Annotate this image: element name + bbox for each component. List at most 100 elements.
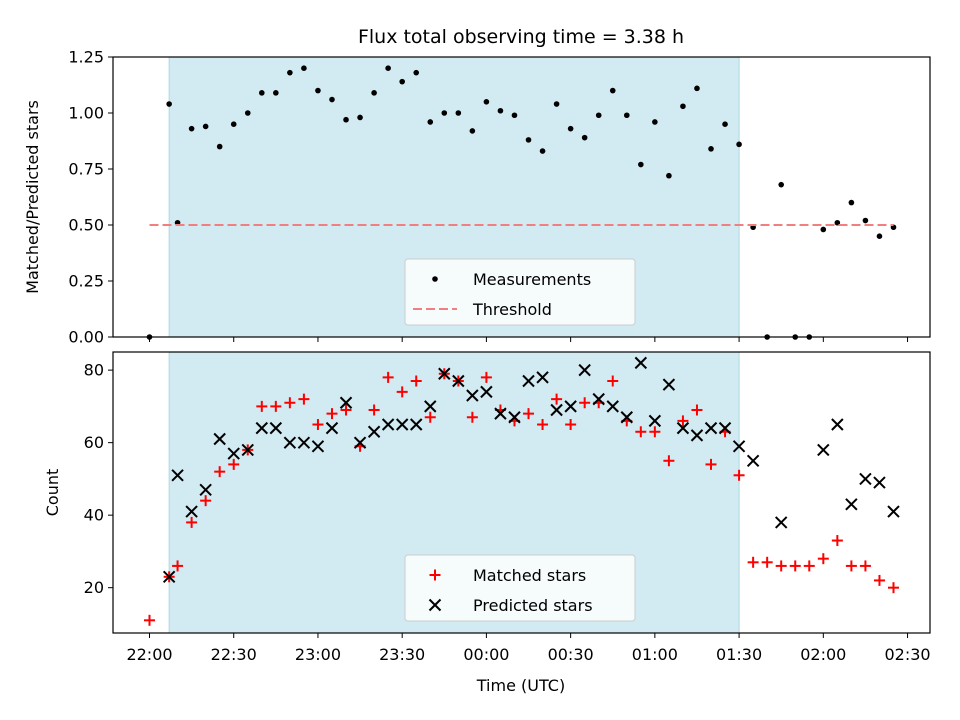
matched-point — [284, 397, 296, 409]
axes-frame — [112, 56, 931, 338]
matched-point — [607, 375, 619, 387]
matched-point — [340, 404, 352, 416]
measurement-point — [202, 123, 209, 130]
matched-point — [873, 574, 885, 586]
measurement-point — [441, 110, 448, 116]
matched-point — [214, 466, 226, 478]
predicted-point — [648, 414, 662, 428]
chart-title: Flux total observing time = 3.38 h — [358, 26, 684, 48]
y-axis-label: Count — [43, 469, 62, 517]
measurement-point — [623, 112, 630, 119]
predicted-point — [550, 403, 563, 417]
measurement-point — [680, 103, 686, 110]
measurement-point — [399, 78, 405, 85]
matched-point — [410, 375, 422, 387]
matched-point — [256, 400, 268, 412]
matched-point — [775, 560, 787, 572]
observing-window-shade — [168, 351, 740, 634]
matched-point — [705, 458, 717, 470]
y-tick-label: 40 — [84, 506, 104, 525]
matched-point — [817, 553, 829, 565]
measurement-point — [357, 114, 363, 121]
measurement-point — [469, 128, 476, 134]
measurement-point — [862, 217, 869, 224]
x-tick-label: 01:30 — [716, 645, 762, 664]
predicted-point — [845, 498, 858, 511]
predicted-point — [522, 374, 535, 388]
predicted-point — [255, 421, 269, 435]
predicted-point — [690, 429, 704, 442]
predicted-point — [452, 374, 465, 388]
time-axis: 22:00 22:30 23:00 23:30 00:00 00:30 01:00 01:30… — [126, 645, 930, 664]
y-tick-label: 0.50 — [68, 216, 104, 235]
x-tick-label: 23:30 — [379, 645, 425, 664]
y-axis-label: Matched/Predicted stars — [23, 100, 42, 294]
predicted-point — [241, 443, 254, 457]
predicted-point — [732, 440, 746, 453]
measurement-point — [553, 101, 560, 107]
matched-point — [537, 419, 549, 431]
predicted-point — [424, 400, 437, 413]
legend-label: Matched stars — [473, 566, 586, 585]
matched-point — [396, 386, 408, 398]
predicted-point — [746, 454, 760, 467]
legend: Matched stars Predicted stars — [404, 554, 636, 622]
predicted-point — [353, 436, 367, 449]
legend-x-swatch — [428, 598, 442, 612]
ratio-panel: 0.00 0.25 0.50 0.75 1.00 1.25 Matched/Predicte… — [23, 48, 931, 347]
measurement-point — [287, 69, 293, 76]
count-panel: 20 40 60 80 Count Matched stars Predicted star… — [43, 351, 931, 638]
measurement-point — [371, 90, 377, 96]
predicted-point — [718, 421, 732, 435]
matched-point — [368, 404, 380, 416]
matched-point — [888, 582, 900, 594]
measurement-point — [343, 116, 349, 123]
measurement-point — [315, 87, 321, 94]
predicted-point — [662, 378, 676, 391]
legend-label: Threshold — [472, 300, 552, 319]
predicted-point — [395, 418, 409, 431]
matched-point — [579, 397, 591, 409]
y-tick-label: 0.75 — [68, 160, 104, 179]
measurement-point — [483, 99, 490, 105]
measurement-point — [413, 69, 420, 76]
predicted-point — [381, 418, 395, 431]
predicted-point — [508, 411, 521, 424]
measurement-point — [567, 125, 574, 132]
measurement-point — [427, 119, 434, 125]
predicted-point — [283, 436, 297, 449]
measurement-point — [736, 141, 742, 148]
predicted-point — [269, 421, 283, 435]
measurement-point — [188, 125, 195, 132]
matched-point — [382, 371, 394, 383]
measurement-point — [385, 65, 391, 71]
matched-point — [551, 393, 563, 405]
predicted-point — [704, 421, 718, 435]
predicted-point — [227, 447, 240, 460]
matched-point — [761, 556, 773, 568]
predicted-point — [634, 356, 648, 370]
measurement-point — [638, 161, 644, 168]
matched-point — [747, 556, 759, 568]
matched-point — [143, 614, 155, 626]
measurement-point — [722, 121, 728, 127]
predicted-point — [185, 505, 198, 518]
legend: Measurements Threshold — [404, 258, 636, 326]
predicted-point — [199, 483, 212, 496]
matched-point — [831, 535, 843, 547]
measurement-point — [694, 85, 700, 92]
matched-point — [480, 371, 492, 383]
legend-plus-swatch — [429, 569, 441, 581]
x-axis-label: Time (UTC) — [476, 676, 565, 695]
matched-point — [663, 455, 675, 467]
legend-box — [404, 258, 636, 326]
predicted-point — [592, 392, 605, 406]
x-tick-label: 22:30 — [211, 645, 257, 664]
measurement-point — [259, 90, 265, 96]
matched-point — [298, 393, 310, 405]
measurement-point — [652, 119, 658, 125]
predicted-point — [480, 385, 493, 399]
x-tick-label: 22:00 — [126, 645, 172, 664]
matched-point — [270, 400, 282, 412]
x-tick-label: 02:00 — [800, 645, 846, 664]
